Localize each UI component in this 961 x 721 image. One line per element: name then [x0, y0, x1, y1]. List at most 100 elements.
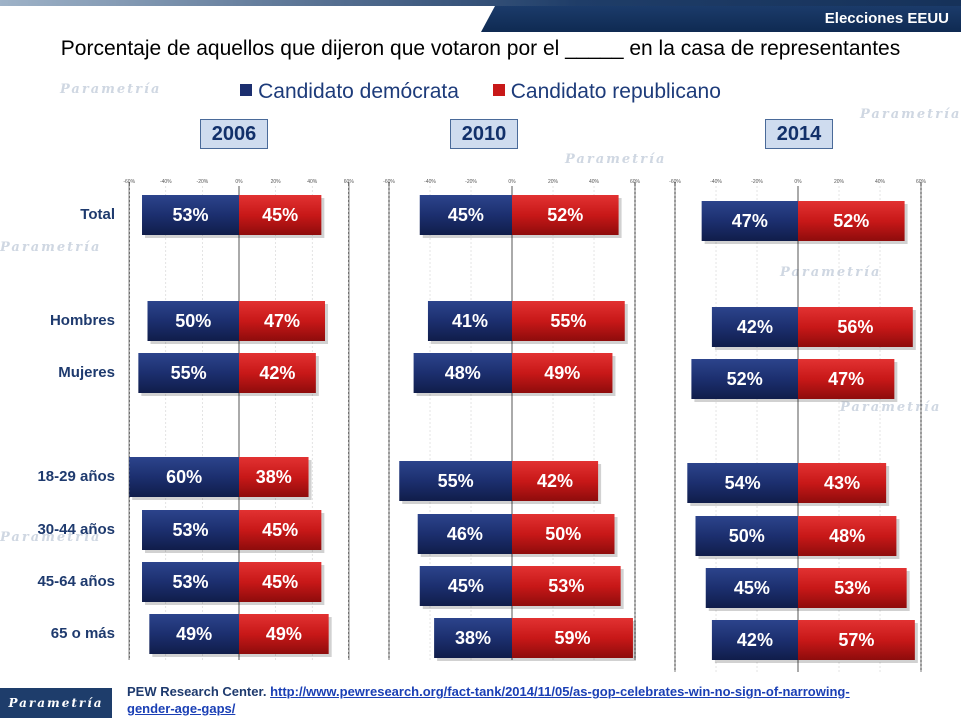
data-label-rep: 59%: [554, 628, 590, 648]
bar-dem: [701, 201, 798, 241]
data-label-dem: 45%: [448, 205, 484, 225]
data-label-rep: 53%: [834, 578, 870, 598]
source-note: PEW Research Center. http://www.pewresea…: [127, 683, 850, 717]
legend-label-rep: Candidato republicano: [510, 80, 721, 103]
bar-rep: [512, 195, 619, 235]
bar-dem: [711, 620, 798, 660]
x-tick-label: -20%: [465, 179, 477, 185]
data-label-dem: 60%: [166, 467, 202, 487]
bar-dem: [138, 353, 239, 393]
bar-dem: [419, 566, 512, 606]
data-label-rep: 53%: [548, 576, 584, 596]
section-tag-label: Elecciones EEUU: [824, 10, 949, 27]
panel-frame: [128, 182, 350, 660]
bar-rep: [239, 562, 322, 602]
x-tick-label: -40%: [160, 179, 172, 185]
bar-dem: [142, 562, 239, 602]
x-tick-label: 40%: [307, 179, 318, 185]
bar-rep: [512, 514, 615, 554]
source-link[interactable]: http://www.pewresearch.org/fact-tank/201…: [127, 684, 850, 716]
bar-rep: [798, 201, 905, 241]
bar-dem: [149, 614, 239, 654]
data-label-dem: 53%: [172, 205, 208, 225]
x-tick-label: 20%: [834, 179, 845, 185]
panel-title-2006: 2006: [200, 119, 268, 149]
bar-rep: [798, 359, 895, 399]
data-label-rep: 52%: [833, 211, 869, 231]
bar-dem: [417, 514, 512, 554]
section-tag: Elecciones EEUU: [481, 6, 961, 32]
data-label-dem: 46%: [447, 524, 483, 544]
legend-swatch-dem: [240, 84, 253, 96]
bar-dem: [687, 463, 798, 503]
bar-rep: [239, 614, 329, 654]
data-label-dem: 53%: [172, 520, 208, 540]
data-label-dem: 50%: [175, 311, 211, 331]
x-tick-label: -20%: [197, 179, 209, 185]
x-tick-label: 60%: [916, 179, 927, 185]
bar-rep: [798, 307, 913, 347]
top-accent-bar: [0, 0, 961, 6]
x-tick-label: 60%: [630, 179, 641, 185]
data-label-rep: 56%: [837, 317, 873, 337]
chart-title: Porcentaje de aquellos que dijeron que v…: [60, 37, 901, 60]
row-label: Hombres: [49, 312, 115, 329]
panel-title-2010: 2010: [450, 119, 518, 149]
bar-rep: [512, 618, 633, 658]
x-tick-label: 20%: [548, 179, 559, 185]
data-label-dem: 41%: [452, 311, 488, 331]
data-label-rep: 42%: [537, 471, 573, 491]
bar-rep: [798, 568, 907, 608]
bar-rep: [512, 353, 613, 393]
bar-rep: [798, 620, 915, 660]
data-label-dem: 49%: [176, 624, 212, 644]
x-tick-label: 40%: [875, 179, 886, 185]
data-label-rep: 47%: [828, 369, 864, 389]
legend: Candidato demócrata Candidato republican…: [0, 80, 961, 104]
x-tick-label: -60%: [669, 179, 681, 185]
panel-title-2014: 2014: [765, 119, 833, 149]
data-label-dem: 55%: [438, 471, 474, 491]
bar-dem: [142, 510, 239, 550]
legend-item-dem: Candidato demócrata: [240, 80, 459, 104]
legend-item-rep: Candidato republicano: [492, 80, 721, 104]
x-tick-label: -20%: [751, 179, 763, 185]
data-label-rep: 43%: [824, 473, 860, 493]
data-label-dem: 54%: [725, 473, 761, 493]
bar-dem: [399, 461, 512, 501]
bar-dem: [147, 301, 239, 341]
legend-label-dem: Candidato demócrata: [258, 80, 459, 103]
watermark: Parametría: [0, 240, 102, 255]
data-label-rep: 48%: [829, 526, 865, 546]
bar-rep: [512, 301, 625, 341]
bar-dem: [691, 359, 798, 399]
bar-dem: [413, 353, 512, 393]
data-label-dem: 42%: [737, 317, 773, 337]
data-label-dem: 55%: [171, 363, 207, 383]
x-tick-label: 0%: [794, 179, 802, 185]
x-tick-label: 0%: [235, 179, 243, 185]
data-label-rep: 57%: [838, 630, 874, 650]
x-tick-label: -60%: [383, 179, 395, 185]
data-label-rep: 42%: [259, 363, 295, 383]
parametria-logo: Parametría: [0, 688, 112, 718]
row-label: 65 o más: [50, 625, 115, 642]
data-label-rep: 55%: [550, 311, 586, 331]
row-label: 45-64 años: [37, 573, 115, 590]
watermark: Parametría: [860, 107, 961, 122]
panel-frame: [388, 182, 636, 660]
bar-rep: [239, 510, 322, 550]
bar-dem: [705, 568, 798, 608]
bar-dem: [427, 301, 512, 341]
bar-dem: [129, 457, 239, 497]
bar-dem: [419, 195, 512, 235]
bar-rep: [239, 353, 316, 393]
watermark: Parametría: [0, 530, 102, 545]
data-label-rep: 47%: [264, 311, 300, 331]
watermark: Parametría: [840, 400, 942, 415]
row-label: 18-29 años: [37, 468, 115, 485]
row-label: Mujeres: [58, 364, 115, 381]
bar-rep: [239, 301, 326, 341]
data-label-dem: 50%: [729, 526, 765, 546]
